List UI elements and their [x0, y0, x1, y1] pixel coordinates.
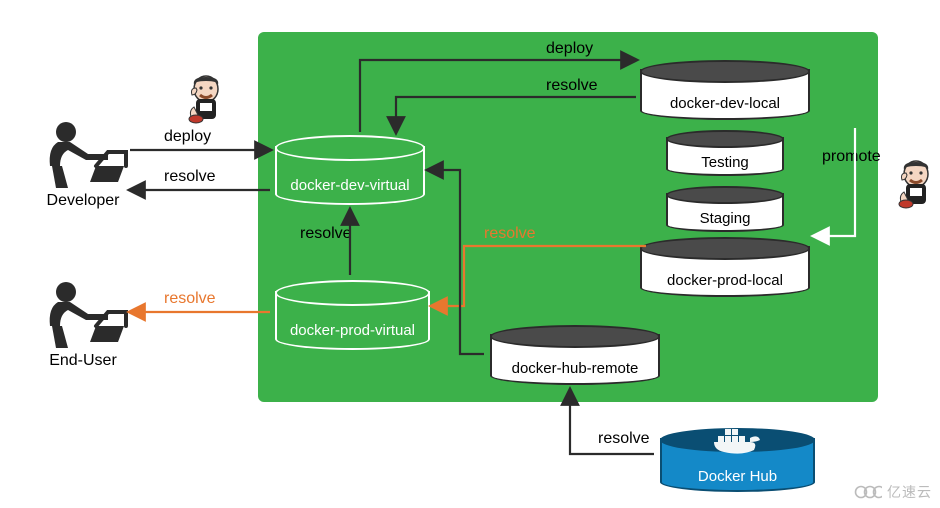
- cylinder-prod_local: docker-prod-local: [640, 237, 810, 295]
- edge-label-hub_resolve: resolve: [598, 430, 650, 448]
- edge-label-dev_resolve: resolve: [164, 168, 216, 186]
- jenkins-icon-right: [896, 160, 936, 215]
- edge-label-end_resolve: resolve: [164, 290, 216, 308]
- actor-enduser: [38, 280, 130, 355]
- cylinder-label-prod_virtual: docker-prod-virtual: [275, 322, 430, 339]
- edge-label-promote: promote: [822, 148, 881, 166]
- cylinder-label-prod_local: docker-prod-local: [640, 272, 810, 289]
- cylinder-label-testing: Testing: [666, 154, 784, 171]
- cylinder-testing: Testing: [666, 130, 784, 174]
- docker-whale-icon: [712, 422, 764, 459]
- edge-label-dl_dv_resolve: resolve: [546, 77, 598, 95]
- cylinder-dev_local: docker-dev-local: [640, 60, 810, 118]
- edge-label-dv_dl_deploy: deploy: [546, 40, 593, 58]
- cylinder-label-staging: Staging: [666, 210, 784, 227]
- actor-label-enduser: End-User: [28, 352, 138, 370]
- jenkins-icon-left: [186, 75, 226, 130]
- cylinder-label-hub_remote: docker-hub-remote: [490, 360, 660, 377]
- cylinder-dev_virtual: docker-dev-virtual: [275, 135, 425, 203]
- actor-developer: [38, 120, 130, 195]
- watermark-text: 亿速云: [887, 484, 932, 500]
- diagram-canvas: docker-dev-virtual docker-prod-virtual doc…: [0, 0, 940, 508]
- cylinder-label-dev_local: docker-dev-local: [640, 95, 810, 112]
- cylinder-prod_virtual: docker-prod-virtual: [275, 280, 430, 348]
- actor-label-developer: Developer: [28, 192, 138, 210]
- cylinder-staging: Staging: [666, 186, 784, 230]
- edge-label-dev_deploy: deploy: [164, 128, 211, 146]
- cylinder-hub_remote: docker-hub-remote: [490, 325, 660, 383]
- watermark: 亿速云: [854, 482, 932, 502]
- edge-label-pl_pv_resolve: resolve: [484, 225, 536, 243]
- cylinder-label-dev_virtual: docker-dev-virtual: [275, 177, 425, 194]
- cylinder-label-docker_hub: Docker Hub: [660, 468, 815, 485]
- edge-label-pv_dv_resolve: resolve: [300, 225, 352, 243]
